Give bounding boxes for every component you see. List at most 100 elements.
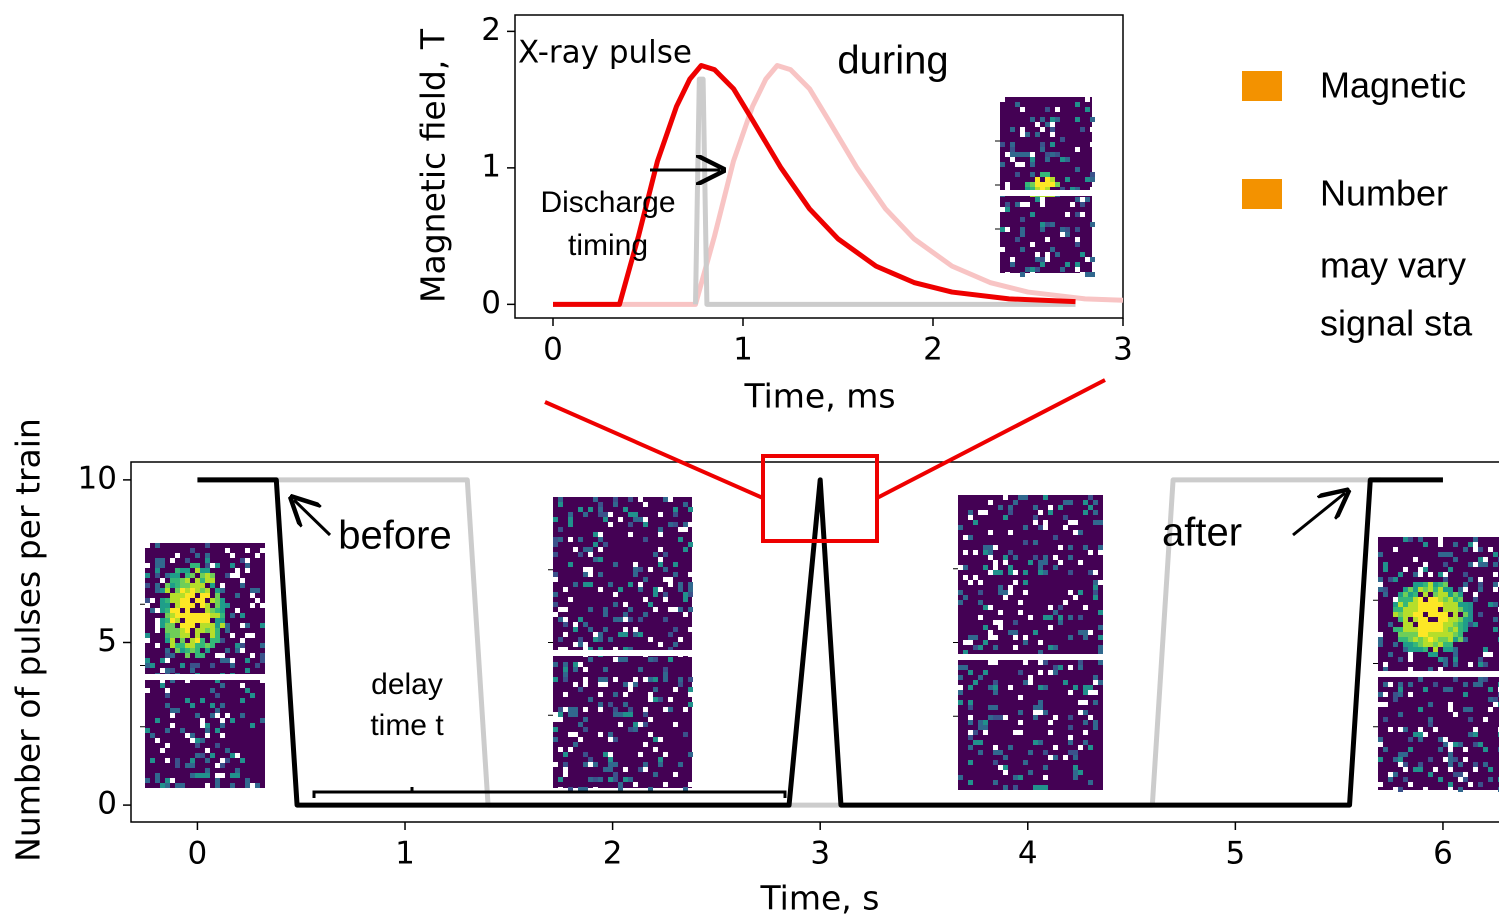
- detector-image: [140, 543, 265, 788]
- image-pixel: [1408, 657, 1413, 662]
- image-pixel: [1065, 262, 1070, 267]
- image-pixel: [1068, 570, 1073, 575]
- image-pixel: [988, 630, 993, 635]
- image-pixel: [1483, 557, 1488, 562]
- image-pixel: [978, 720, 983, 725]
- image-pixel: [1088, 505, 1093, 510]
- image-pixel: [1050, 152, 1055, 157]
- image-pixel: [1443, 582, 1448, 587]
- image-pixel: [1418, 612, 1423, 617]
- image-pixel: [1403, 632, 1408, 637]
- image-pixel: [958, 565, 963, 570]
- image-pixel: [1098, 645, 1103, 650]
- image-pixel: [553, 592, 558, 597]
- image-pixel: [563, 772, 568, 777]
- image-pixel: [1473, 767, 1478, 772]
- image-pixel: [688, 542, 693, 547]
- image-pixel: [1398, 627, 1403, 632]
- image-pixel: [175, 603, 180, 608]
- image-pixel: [1433, 767, 1438, 772]
- image-pixel: [988, 545, 993, 550]
- image-pixel: [683, 522, 688, 527]
- image-pixel: [1398, 757, 1403, 762]
- image-pixel: [623, 777, 628, 782]
- image-pixel: [578, 787, 583, 792]
- image-pixel: [200, 698, 205, 703]
- image-pixel: [1448, 747, 1453, 752]
- image-pixel: [998, 590, 1003, 595]
- image-pixel: [1078, 615, 1083, 620]
- image-pixel: [1065, 227, 1070, 232]
- image-pixel: [1088, 550, 1093, 555]
- image-pixel: [205, 648, 210, 653]
- image-pixel: [260, 603, 265, 608]
- image-pixel: [220, 703, 225, 708]
- annotation: X-ray pulse: [518, 35, 692, 71]
- image-pixel: [1473, 622, 1478, 627]
- image-pixel: [170, 608, 175, 613]
- image-pixel: [598, 547, 603, 552]
- image-pixel: [1060, 187, 1065, 192]
- image-pixel: [1003, 560, 1008, 565]
- image-pixel: [643, 742, 648, 747]
- image-pixel: [160, 618, 165, 623]
- image-pixel: [150, 598, 155, 603]
- image-pixel: [1393, 597, 1398, 602]
- image-pixel: [1075, 237, 1080, 242]
- image-pixel: [150, 733, 155, 738]
- image-pixel: [250, 633, 255, 638]
- image-pixel: [1088, 780, 1093, 785]
- image-pixel: [1483, 647, 1488, 652]
- image-pixel: [593, 532, 598, 537]
- image-pixel: [1088, 745, 1093, 750]
- image-pixel: [150, 663, 155, 668]
- image-pixel: [1040, 227, 1045, 232]
- image-pixel: [578, 737, 583, 742]
- x-tick-label: 2: [923, 332, 943, 368]
- image-pixel: [1413, 572, 1418, 577]
- image-pixel: [653, 587, 658, 592]
- image-pixel: [1013, 775, 1018, 780]
- image-pixel: [1458, 637, 1463, 642]
- image-pixel: [1448, 757, 1453, 762]
- image-pixel: [638, 752, 643, 757]
- image-pixel: [210, 613, 215, 618]
- image-pixel: [1028, 675, 1033, 680]
- image-pixel: [663, 677, 668, 682]
- image-pixel: [1438, 657, 1443, 662]
- image-pixel: [170, 628, 175, 633]
- image-pixel: [653, 657, 658, 662]
- image-pixel: [1418, 637, 1423, 642]
- image-pixel: [598, 507, 603, 512]
- image-pixel: [1045, 177, 1050, 182]
- image-pixel: [963, 565, 968, 570]
- image-pixel: [1423, 732, 1428, 737]
- image-pixel: [245, 623, 250, 628]
- image-pixel: [1453, 557, 1458, 562]
- image-pixel: [988, 530, 993, 535]
- image-pixel: [1068, 725, 1073, 730]
- image-pixel: [165, 758, 170, 763]
- image-pixel: [1038, 640, 1043, 645]
- image-pixel: [588, 647, 593, 652]
- image-pixel: [1018, 495, 1023, 500]
- image-pixel: [618, 722, 623, 727]
- image-pixel: [1408, 537, 1413, 542]
- data-line: [197, 477, 1443, 808]
- image-pixel: [1078, 710, 1083, 715]
- image-pixel: [998, 570, 1003, 575]
- image-pixel: [668, 657, 673, 662]
- image-pixel: [1035, 132, 1040, 137]
- image-pixel: [1003, 755, 1008, 760]
- image-pixel: [688, 752, 693, 757]
- image-pixel: [598, 702, 603, 707]
- image-pixel: [1488, 767, 1493, 772]
- image-pixel: [588, 572, 593, 577]
- image-pixel: [1478, 662, 1483, 667]
- image-pixel: [1388, 777, 1393, 782]
- image-pixel: [200, 603, 205, 608]
- image-pixel: [1463, 602, 1468, 607]
- image-pixel: [643, 612, 648, 617]
- image-pixel: [668, 632, 673, 637]
- image-pixel: [988, 685, 993, 690]
